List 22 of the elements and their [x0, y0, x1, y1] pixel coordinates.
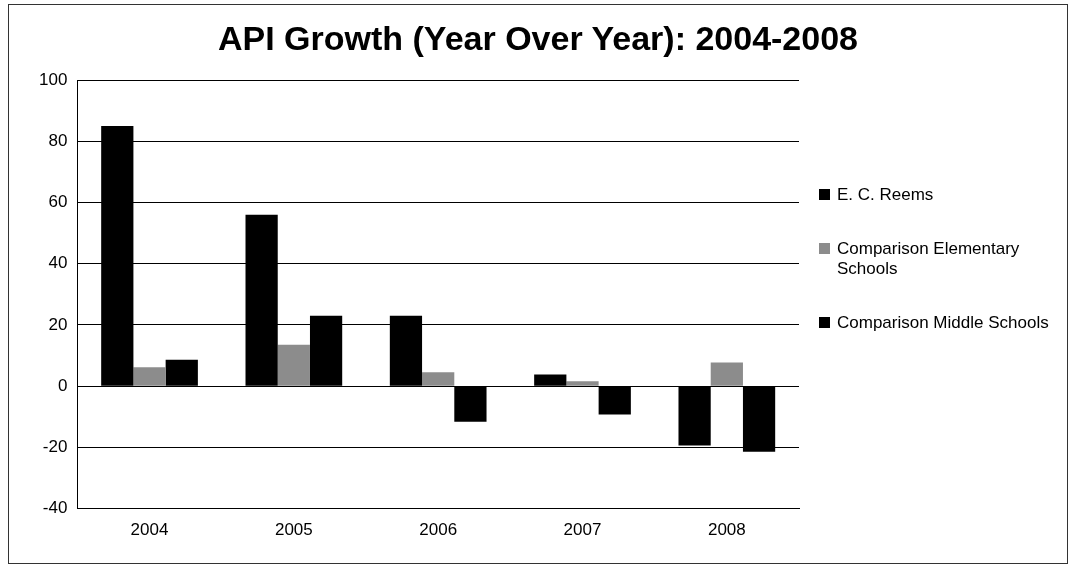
chart-title: API Growth (Year Over Year): 2004-2008 — [216, 19, 859, 58]
y-tick-label: -20 — [42, 437, 68, 457]
y-tick-label: 40 — [48, 253, 68, 273]
x-tick-label: 2008 — [707, 520, 746, 540]
x-tick-label: 2005 — [274, 520, 313, 540]
bar — [710, 362, 743, 386]
x-tick-label: 2004 — [130, 520, 169, 540]
legend-label: Comparison Middle Schools — [837, 313, 1049, 333]
bar — [277, 344, 310, 386]
y-tick-label: 80 — [48, 130, 68, 150]
legend-label: Comparison Elementary Schools — [837, 239, 1021, 279]
y-tick-label: 60 — [48, 192, 68, 212]
bar — [566, 381, 599, 386]
legend-label: E. C. Reems — [837, 185, 934, 205]
bar — [422, 372, 455, 386]
y-tick-label: 0 — [57, 375, 68, 395]
x-tick-label: 2007 — [563, 520, 602, 540]
y-tick-label: 20 — [48, 314, 68, 334]
x-tick-label: 2006 — [419, 520, 458, 540]
y-tick-label: -40 — [42, 498, 68, 518]
bar — [133, 367, 166, 386]
y-tick-label: 100 — [38, 69, 68, 89]
